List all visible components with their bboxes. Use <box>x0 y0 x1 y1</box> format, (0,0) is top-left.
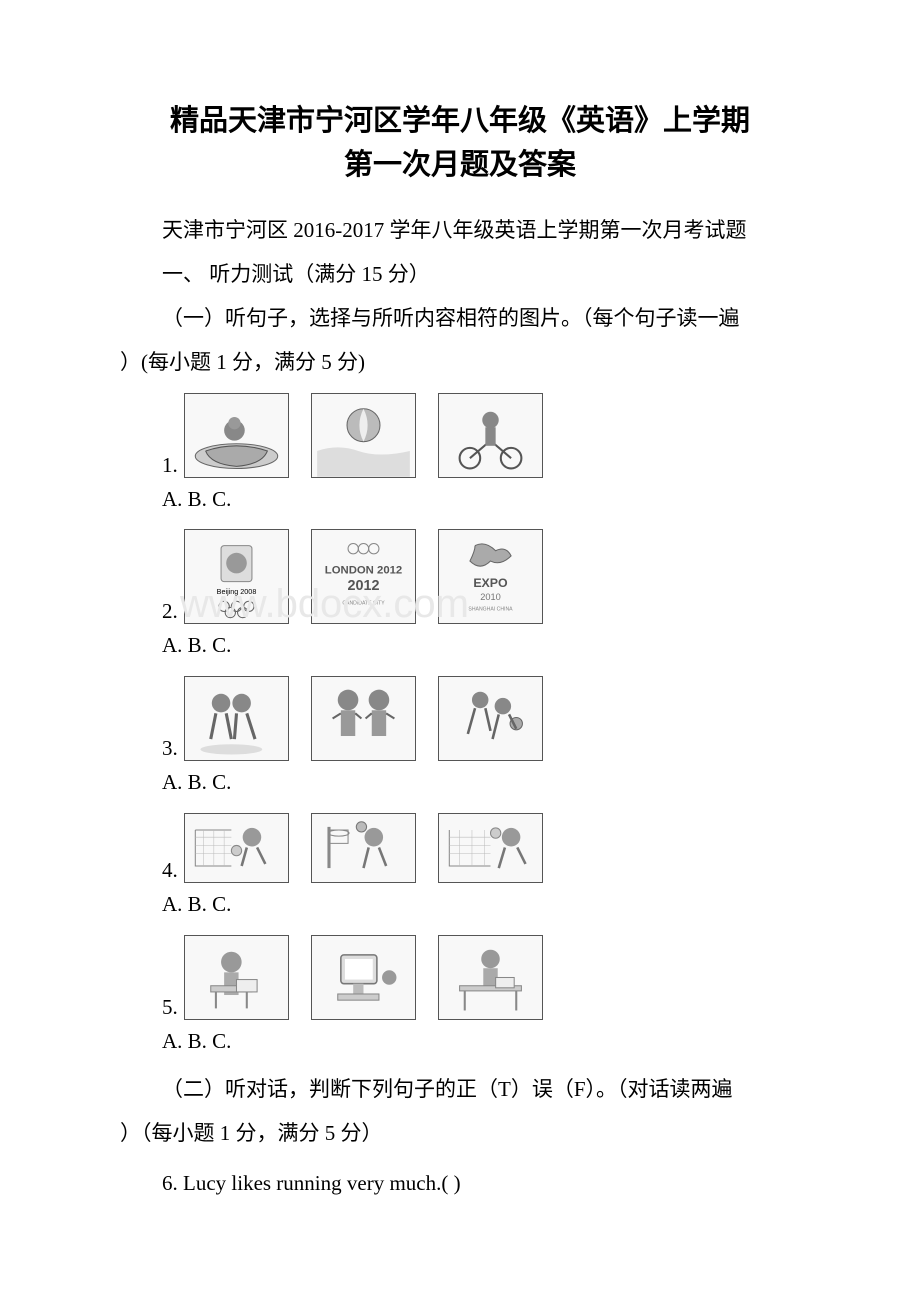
q3-options: A. B. C. <box>120 763 800 803</box>
q3-number: 3. <box>162 738 178 761</box>
q4-options: A. B. C. <box>120 885 800 925</box>
svg-text:Beijing 2008: Beijing 2008 <box>216 587 256 596</box>
q2-options: A. B. C. <box>120 626 800 666</box>
part2-intro-a: （二）听对话，判断下列句子的正（T）误（F）。（对话读两遍 <box>120 1070 800 1110</box>
q4-image-a <box>184 813 289 883</box>
part1-intro-a: （一）听句子，选择与所听内容相符的图片。（每个句子读一遍 <box>120 299 800 339</box>
q4-image-b <box>311 813 416 883</box>
q1-image-b <box>311 393 416 478</box>
section-1-title: 一、 听力测试（满分 15 分） <box>120 255 800 295</box>
q1-number: 1. <box>162 455 178 478</box>
q5-number: 5. <box>162 997 178 1020</box>
q5-image-b <box>311 935 416 1020</box>
q2-number: 2. <box>162 601 178 624</box>
title-line-2: 第一次月题及答案 <box>344 149 576 181</box>
q6-text: 6. Lucy likes running very much.( ) <box>120 1164 800 1204</box>
svg-text:2012: 2012 <box>347 578 379 594</box>
q4-number: 4. <box>162 860 178 883</box>
page-title: 精品天津市宁河区学年八年级《英语》上学期 第一次月题及答案 <box>120 100 800 187</box>
q1-options: A. B. C. <box>120 480 800 520</box>
title-line-1: 精品天津市宁河区学年八年级《英语》上学期 <box>170 105 750 137</box>
q5-image-c <box>438 935 543 1020</box>
svg-text:CANDIDATE CITY: CANDIDATE CITY <box>342 601 385 607</box>
q2-image-a: Beijing 2008 <box>184 529 289 624</box>
q3-image-b <box>311 676 416 761</box>
question-2-row: 2. Beijing 2008 LONDON 2012 2012 CANDIDA… <box>120 529 800 624</box>
q1-image-c <box>438 393 543 478</box>
svg-text:LONDON 2012: LONDON 2012 <box>325 565 402 577</box>
question-1-row: 1. <box>120 393 800 478</box>
q5-image-a <box>184 935 289 1020</box>
svg-text:2010: 2010 <box>480 593 501 603</box>
q2-image-b: LONDON 2012 2012 CANDIDATE CITY <box>311 529 416 624</box>
svg-text:EXPO: EXPO <box>473 576 508 590</box>
q5-options: A. B. C. <box>120 1022 800 1062</box>
q3-image-a <box>184 676 289 761</box>
question-4-row: 4. <box>120 813 800 883</box>
subtitle: 天津市宁河区 2016-2017 学年八年级英语上学期第一次月考试题 <box>120 211 800 251</box>
q1-image-a <box>184 393 289 478</box>
svg-text:SHANGHAI CHINA: SHANGHAI CHINA <box>468 607 513 613</box>
question-5-row: 5. <box>120 935 800 1020</box>
part2-intro-b: ）（每小题 1 分，满分 5 分） <box>120 1114 800 1154</box>
q4-image-c <box>438 813 543 883</box>
part1-intro-b: ）(每小题 1 分，满分 5 分) <box>120 343 800 383</box>
question-3-row: 3. <box>120 676 800 761</box>
q3-image-c <box>438 676 543 761</box>
q2-image-c: EXPO 2010 SHANGHAI CHINA <box>438 529 543 624</box>
